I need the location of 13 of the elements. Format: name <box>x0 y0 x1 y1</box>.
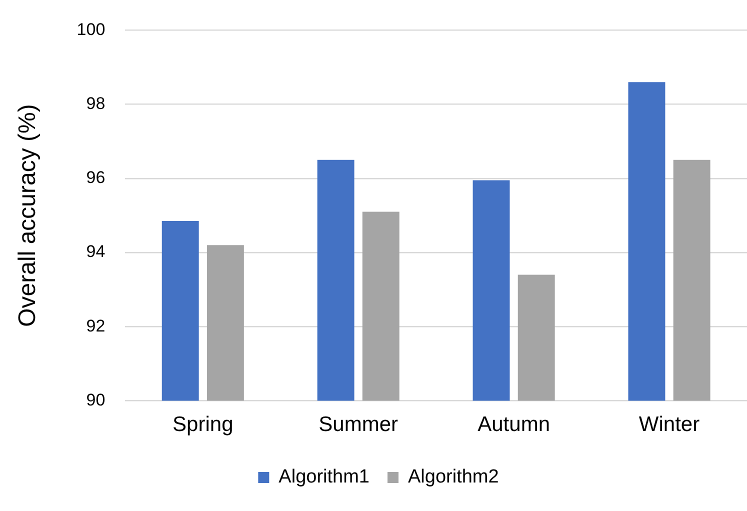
x-tick-label: Winter <box>638 413 700 436</box>
y-tick-label: 92 <box>86 316 106 336</box>
y-tick-label: 100 <box>76 20 106 39</box>
y-axis-title: Overall accuracy (%) <box>14 104 42 327</box>
y-tick-label: 96 <box>86 168 106 188</box>
y-tick-label: 94 <box>86 242 106 262</box>
y-tick-label: 90 <box>86 390 106 410</box>
x-tick-label: Autumn <box>478 413 550 436</box>
x-tick-label: Summer <box>318 413 398 436</box>
legend-label: Algorithm2 <box>408 466 499 488</box>
y-tick-label: 98 <box>86 94 106 114</box>
x-tick-label: Spring <box>172 413 234 436</box>
legend-label: Algorithm1 <box>278 466 370 488</box>
